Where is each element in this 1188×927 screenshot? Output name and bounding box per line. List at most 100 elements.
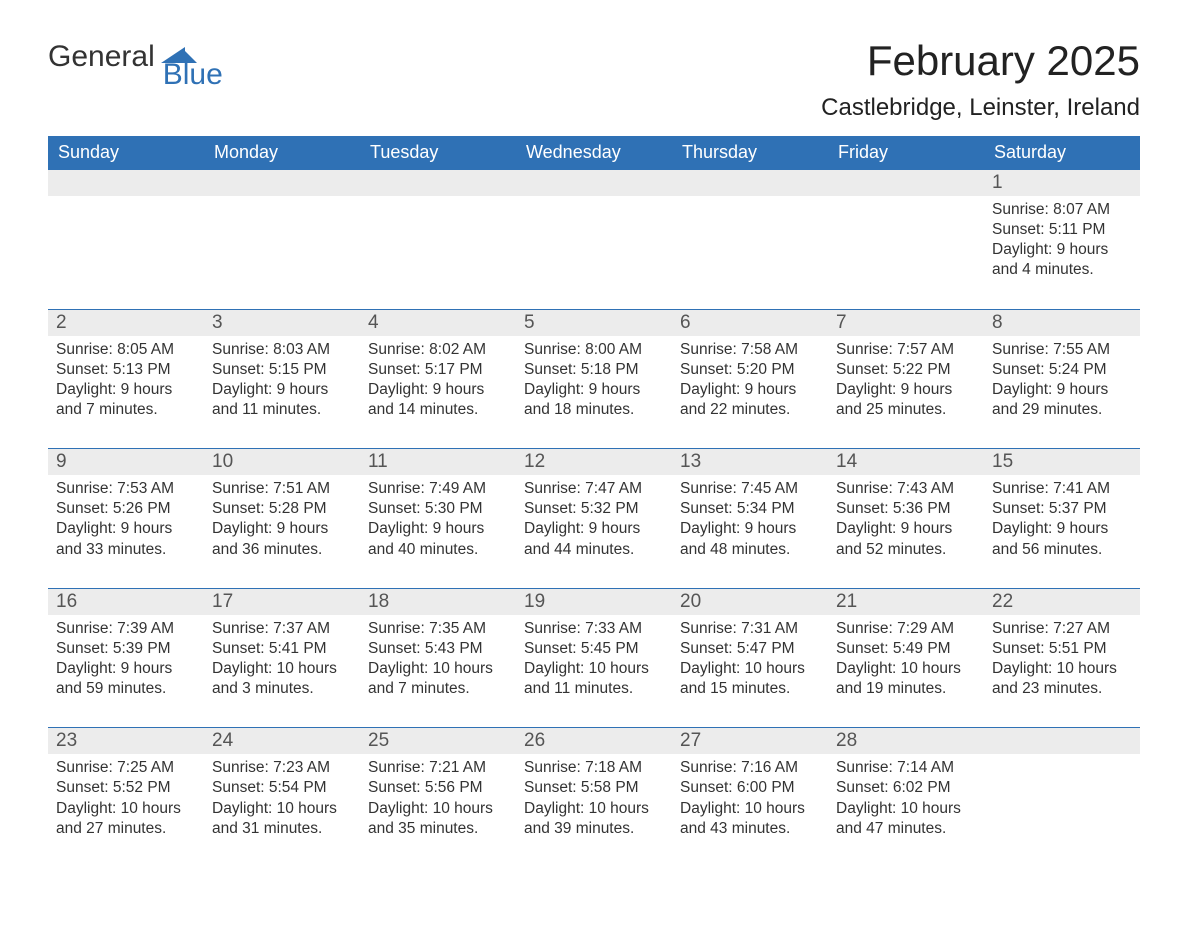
daylight-text-2: and 7 minutes. — [56, 400, 196, 420]
daylight-text-1: Daylight: 9 hours — [368, 380, 508, 400]
day-number: 7 — [828, 310, 984, 336]
day-number: 11 — [360, 449, 516, 475]
daylight-text-2: and 29 minutes. — [992, 400, 1132, 420]
day-cell: Sunrise: 7:27 AMSunset: 5:51 PMDaylight:… — [984, 615, 1140, 728]
day-number: 18 — [360, 589, 516, 615]
day-number: 13 — [672, 449, 828, 475]
location-text: Castlebridge, Leinster, Ireland — [821, 94, 1140, 122]
daylight-text-1: Daylight: 10 hours — [368, 799, 508, 819]
daylight-text-1: Daylight: 9 hours — [56, 380, 196, 400]
daylight-text-1: Daylight: 9 hours — [992, 240, 1132, 260]
week-row: 9101112131415Sunrise: 7:53 AMSunset: 5:2… — [48, 448, 1140, 588]
weekday-header: Sunday Monday Tuesday Wednesday Thursday… — [48, 136, 1140, 169]
day-number: 20 — [672, 589, 828, 615]
daylight-text-2: and 39 minutes. — [524, 819, 664, 839]
day-cell: Sunrise: 7:14 AMSunset: 6:02 PMDaylight:… — [828, 754, 984, 867]
weekday-thu: Thursday — [672, 136, 828, 169]
daynum-row: 232425262728 — [48, 728, 1140, 754]
day-cell: Sunrise: 7:41 AMSunset: 5:37 PMDaylight:… — [984, 475, 1140, 588]
title-block: February 2025 Castlebridge, Leinster, Ir… — [821, 40, 1140, 122]
day-number: 17 — [204, 589, 360, 615]
day-cell: Sunrise: 7:33 AMSunset: 5:45 PMDaylight:… — [516, 615, 672, 728]
daylight-text-1: Daylight: 10 hours — [212, 799, 352, 819]
day-cell: Sunrise: 7:29 AMSunset: 5:49 PMDaylight:… — [828, 615, 984, 728]
daylight-text-1: Daylight: 9 hours — [836, 380, 976, 400]
day-number: 22 — [984, 589, 1140, 615]
daylight-text-1: Daylight: 9 hours — [212, 380, 352, 400]
day-cell: Sunrise: 7:25 AMSunset: 5:52 PMDaylight:… — [48, 754, 204, 867]
sunset-text: Sunset: 5:45 PM — [524, 639, 664, 659]
day-number: 25 — [360, 728, 516, 754]
sunset-text: Sunset: 5:41 PM — [212, 639, 352, 659]
day-cell: Sunrise: 7:31 AMSunset: 5:47 PMDaylight:… — [672, 615, 828, 728]
day-cell — [828, 196, 984, 309]
day-number — [828, 170, 984, 196]
daylight-text-2: and 7 minutes. — [368, 679, 508, 699]
daylight-text-2: and 52 minutes. — [836, 540, 976, 560]
sunrise-text: Sunrise: 7:51 AM — [212, 479, 352, 499]
sunset-text: Sunset: 5:37 PM — [992, 499, 1132, 519]
day-number — [672, 170, 828, 196]
daylight-text-2: and 11 minutes. — [212, 400, 352, 420]
sunset-text: Sunset: 5:36 PM — [836, 499, 976, 519]
daynum-row: 1 — [48, 170, 1140, 196]
daylight-text-1: Daylight: 10 hours — [992, 659, 1132, 679]
daylight-text-1: Daylight: 9 hours — [836, 519, 976, 539]
logo: General Blue — [48, 40, 263, 74]
daylight-text-1: Daylight: 10 hours — [680, 799, 820, 819]
daylight-text-1: Daylight: 9 hours — [56, 659, 196, 679]
daylight-text-2: and 27 minutes. — [56, 819, 196, 839]
daylight-text-2: and 4 minutes. — [992, 260, 1132, 280]
daycontent-row: Sunrise: 7:53 AMSunset: 5:26 PMDaylight:… — [48, 475, 1140, 588]
daylight-text-2: and 43 minutes. — [680, 819, 820, 839]
daynum-row: 16171819202122 — [48, 589, 1140, 615]
daylight-text-2: and 59 minutes. — [56, 679, 196, 699]
daycontent-row: Sunrise: 8:05 AMSunset: 5:13 PMDaylight:… — [48, 336, 1140, 449]
sunset-text: Sunset: 5:49 PM — [836, 639, 976, 659]
sunrise-text: Sunrise: 7:14 AM — [836, 758, 976, 778]
day-cell: Sunrise: 7:21 AMSunset: 5:56 PMDaylight:… — [360, 754, 516, 867]
day-number: 10 — [204, 449, 360, 475]
daylight-text-1: Daylight: 9 hours — [680, 519, 820, 539]
day-cell: Sunrise: 7:58 AMSunset: 5:20 PMDaylight:… — [672, 336, 828, 449]
weekday-mon: Monday — [204, 136, 360, 169]
sunrise-text: Sunrise: 7:21 AM — [368, 758, 508, 778]
sunset-text: Sunset: 5:28 PM — [212, 499, 352, 519]
sunrise-text: Sunrise: 7:41 AM — [992, 479, 1132, 499]
daylight-text-1: Daylight: 9 hours — [524, 380, 664, 400]
day-cell: Sunrise: 7:16 AMSunset: 6:00 PMDaylight:… — [672, 754, 828, 867]
month-title: February 2025 — [821, 40, 1140, 82]
sunrise-text: Sunrise: 7:57 AM — [836, 340, 976, 360]
daylight-text-1: Daylight: 10 hours — [680, 659, 820, 679]
day-number: 8 — [984, 310, 1140, 336]
sunrise-text: Sunrise: 8:02 AM — [368, 340, 508, 360]
sunset-text: Sunset: 5:54 PM — [212, 778, 352, 798]
day-cell — [672, 196, 828, 309]
sunrise-text: Sunrise: 8:00 AM — [524, 340, 664, 360]
daylight-text-1: Daylight: 9 hours — [212, 519, 352, 539]
daycontent-row: Sunrise: 7:25 AMSunset: 5:52 PMDaylight:… — [48, 754, 1140, 867]
sunset-text: Sunset: 5:30 PM — [368, 499, 508, 519]
daylight-text-1: Daylight: 9 hours — [992, 380, 1132, 400]
header-row: General Blue February 2025 Castlebridge,… — [48, 40, 1140, 122]
sunset-text: Sunset: 5:20 PM — [680, 360, 820, 380]
weekday-wed: Wednesday — [516, 136, 672, 169]
daylight-text-2: and 47 minutes. — [836, 819, 976, 839]
sunrise-text: Sunrise: 8:07 AM — [992, 200, 1132, 220]
daylight-text-1: Daylight: 10 hours — [212, 659, 352, 679]
day-number: 3 — [204, 310, 360, 336]
daycontent-row: Sunrise: 7:39 AMSunset: 5:39 PMDaylight:… — [48, 615, 1140, 728]
day-number: 21 — [828, 589, 984, 615]
daylight-text-2: and 36 minutes. — [212, 540, 352, 560]
day-number — [516, 170, 672, 196]
day-number — [204, 170, 360, 196]
day-number — [360, 170, 516, 196]
sunset-text: Sunset: 5:47 PM — [680, 639, 820, 659]
sunset-text: Sunset: 6:02 PM — [836, 778, 976, 798]
day-number: 15 — [984, 449, 1140, 475]
sunrise-text: Sunrise: 7:27 AM — [992, 619, 1132, 639]
day-cell — [984, 754, 1140, 867]
sunrise-text: Sunrise: 7:53 AM — [56, 479, 196, 499]
daylight-text-2: and 35 minutes. — [368, 819, 508, 839]
sunrise-text: Sunrise: 7:55 AM — [992, 340, 1132, 360]
